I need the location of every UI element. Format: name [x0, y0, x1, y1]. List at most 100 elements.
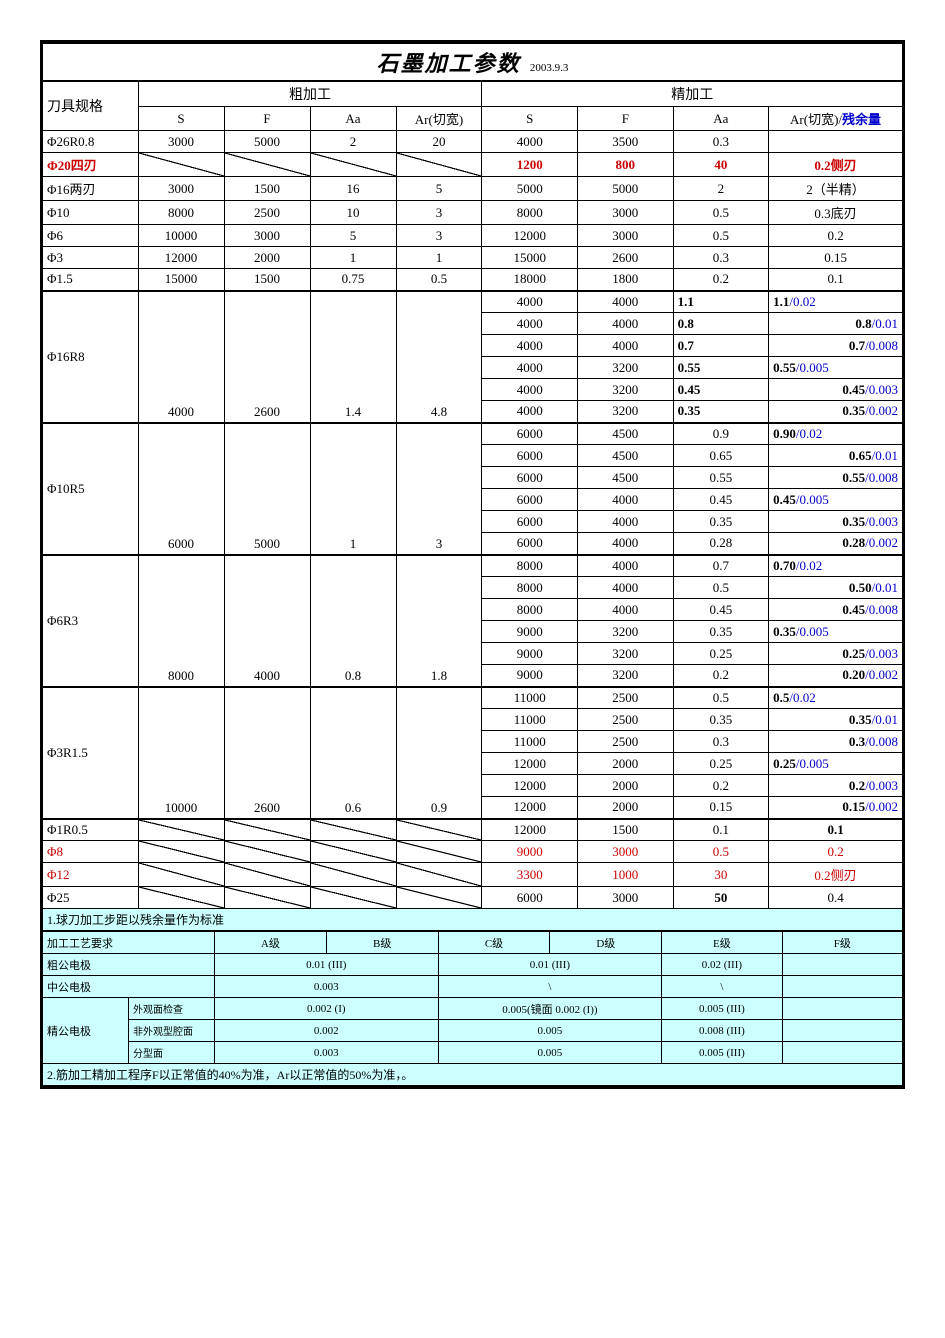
cell: 9000 — [482, 841, 578, 863]
rough-electrode: 粗公电极 — [43, 954, 215, 976]
tool-cell: Φ16两刃 — [43, 177, 139, 201]
cell: 5000 — [578, 177, 674, 201]
col-rough: 粗加工 — [138, 81, 482, 107]
cell: 1.1 — [673, 291, 769, 313]
tool-cell: Φ1.5 — [43, 269, 139, 291]
col-fAr: Ar(切宽)/残余量 — [769, 107, 903, 131]
table-row: Φ1080002500103800030000.50.3底刃 — [43, 201, 903, 225]
cell — [782, 998, 902, 1020]
cell: 4000 — [482, 291, 578, 313]
cell: 30 — [673, 863, 769, 887]
table-row: Φ3120002000111500026000.30.15 — [43, 247, 903, 269]
cell: 0.45 — [673, 599, 769, 621]
cell: 8000 — [482, 599, 578, 621]
title-date: 2003.9.3 — [524, 62, 569, 74]
cell — [310, 863, 396, 887]
cell: 1500 — [578, 819, 674, 841]
cell: 0.8 — [310, 555, 396, 687]
cell: 3200 — [578, 379, 674, 401]
mid-E: \ — [662, 976, 782, 998]
cell: 3000 — [578, 841, 674, 863]
rough-AB: 0.01 (III) — [215, 954, 439, 976]
rough-E: 0.02 (III) — [662, 954, 782, 976]
cell: 12000 — [482, 225, 578, 247]
cell: 0.25/0.005 — [769, 753, 903, 775]
cell: 0.20/0.002 — [769, 665, 903, 687]
cell: 1500 — [224, 269, 310, 291]
cell: 3300 — [482, 863, 578, 887]
cell: 8000 — [138, 555, 224, 687]
cell: 0.3 — [673, 731, 769, 753]
cell — [224, 153, 310, 177]
grades-table: 加工工艺要求 A级 B级 C级 D级 E级 F级 粗公电极 0.01 (III)… — [42, 931, 903, 1087]
cell: 3000 — [138, 177, 224, 201]
cell: 8000 — [482, 577, 578, 599]
col-tool: 刀具规格 — [43, 81, 139, 131]
col-fF: F — [578, 107, 674, 131]
table-row: 精公电极外观面检查0.002 (I)0.005(镜面 0.002 (I))0.0… — [43, 998, 903, 1020]
cell: 3000 — [138, 131, 224, 153]
cell: 12000 — [138, 247, 224, 269]
cell: 4000 — [482, 131, 578, 153]
cell — [224, 887, 310, 909]
cell: 0.25/0.003 — [769, 643, 903, 665]
mid-AB: 0.003 — [215, 976, 439, 998]
cell: 0.70/0.02 — [769, 555, 903, 577]
cell: 0.9 — [673, 423, 769, 445]
cell: 3200 — [578, 621, 674, 643]
cell — [396, 819, 482, 841]
cell: 0.1 — [673, 819, 769, 841]
cell: 0.45/0.005 — [769, 489, 903, 511]
cell: 10000 — [138, 687, 224, 819]
grade-F: F级 — [782, 932, 902, 954]
note2: 2.筋加工精加工程序F以正常值的40%为准，Ar以正常值的50%为准，。 — [43, 1064, 903, 1087]
cell: 3000 — [224, 225, 310, 247]
cell: 2500 — [224, 201, 310, 225]
cell: 0.90/0.02 — [769, 423, 903, 445]
cell: 50 — [673, 887, 769, 909]
cell: 1 — [396, 247, 482, 269]
cell: 0.5 — [673, 225, 769, 247]
cell: 4000 — [578, 511, 674, 533]
cell: 1.4 — [310, 291, 396, 423]
cell: 4000 — [482, 335, 578, 357]
tool-cell: Φ25 — [43, 887, 139, 909]
cell: 6000 — [138, 423, 224, 555]
cell — [782, 1020, 902, 1042]
table-row: Φ1R0.51200015000.10.1 — [43, 819, 903, 841]
tool-cell: Φ26R0.8 — [43, 131, 139, 153]
cell: 6000 — [482, 533, 578, 555]
cell: 0.003 — [215, 1042, 439, 1064]
cell: 0.8/0.01 — [769, 313, 903, 335]
table-row: 分型面0.0030.0050.005 (III) — [43, 1042, 903, 1064]
cell — [138, 863, 224, 887]
cell — [224, 841, 310, 863]
cell — [769, 131, 903, 153]
cell: 4000 — [578, 489, 674, 511]
cell: 0.002 (I) — [215, 998, 439, 1020]
cell: 0.8 — [673, 313, 769, 335]
cell: 0.28 — [673, 533, 769, 555]
cell: 0.5 — [673, 577, 769, 599]
fine-electrode: 精公电极 — [43, 998, 129, 1064]
mid-F — [782, 976, 902, 998]
cell: 12000 — [482, 819, 578, 841]
cell: 0.55 — [673, 467, 769, 489]
cell: 11000 — [482, 709, 578, 731]
col-finish: 精加工 — [482, 81, 903, 107]
table-row: Φ26R0.830005000220400035000.3 — [43, 131, 903, 153]
cell: 3200 — [578, 357, 674, 379]
tool-cell: Φ10R5 — [43, 423, 139, 555]
cell: 11000 — [482, 687, 578, 709]
table-row: Φ2560003000500.4 — [43, 887, 903, 909]
cell: 4000 — [578, 291, 674, 313]
cell: 0.5/0.02 — [769, 687, 903, 709]
cell: 0.35 — [673, 401, 769, 423]
cell — [224, 819, 310, 841]
main-table: 石墨加工参数 2003.9.3 刀具规格 粗加工 精加工 S F Aa Ar(切… — [42, 42, 903, 931]
grade-D: D级 — [550, 932, 662, 954]
mid-electrode: 中公电极 — [43, 976, 215, 998]
col-fS: S — [482, 107, 578, 131]
cell: 0.1 — [769, 819, 903, 841]
cell: 1.8 — [396, 555, 482, 687]
